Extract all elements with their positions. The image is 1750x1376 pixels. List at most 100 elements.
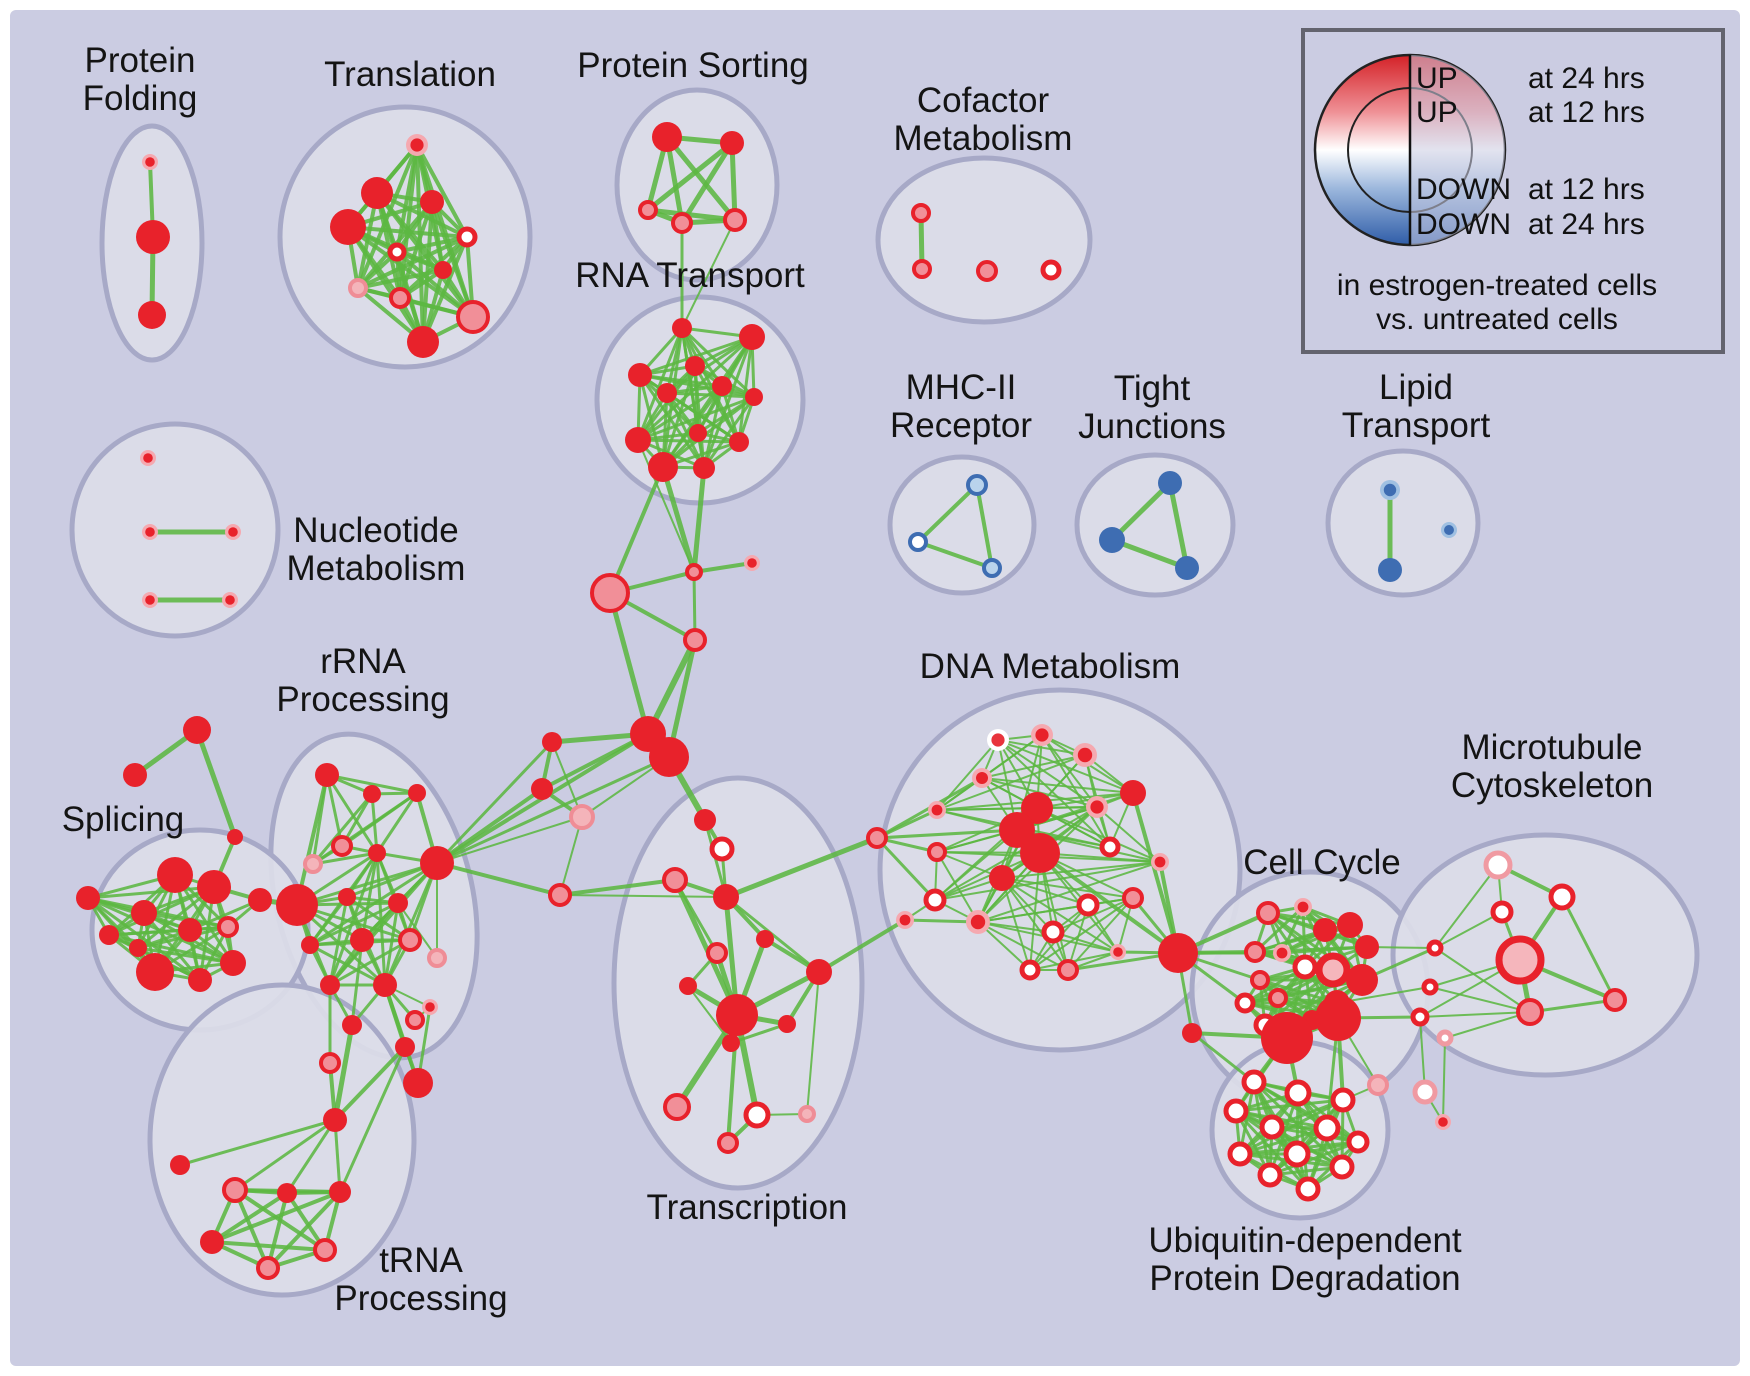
gene-node-r10 [388, 893, 408, 913]
gene-node-r13 [398, 928, 422, 952]
gene-node-x3 [709, 836, 735, 862]
edge-t3-t6 [285, 1118, 337, 1195]
gene-node-x5 [756, 930, 774, 948]
gene-node-cf1 [911, 203, 931, 223]
gene-node-u3 [1330, 1087, 1356, 1113]
edge-t3-t5 [233, 1118, 337, 1192]
cluster-label: Lipid Transport [1342, 368, 1491, 445]
gene-node-d20 [1041, 920, 1065, 944]
edge-sp6-sp11 [136, 946, 235, 965]
edge-r9-r13 [345, 895, 412, 942]
gene-node-rt9 [689, 424, 707, 442]
cluster-label: Cell Cycle [1243, 843, 1401, 882]
edge-x4-x6 [673, 878, 719, 955]
gene-node-m8 [1421, 978, 1439, 996]
edge-rt7-rt11 [661, 395, 756, 469]
edge-tl4-tl11 [346, 225, 425, 344]
gene-node-r8 [276, 884, 318, 926]
gene-node-cf2 [912, 259, 932, 279]
edge-L1-L3 [551, 741, 583, 818]
gene-node-r9 [338, 888, 356, 906]
gene-node-u8 [1227, 1141, 1253, 1167]
cluster-ellipse-lipid-transport [1325, 448, 1481, 598]
gene-node-d6 [928, 801, 946, 819]
edge-tl1-tl5 [415, 143, 469, 239]
gene-node-rt3 [628, 363, 652, 387]
gene-node-pf1 [142, 154, 158, 170]
gene-node-d13 [1151, 853, 1169, 871]
edge-r1-r8 [295, 773, 329, 907]
edge-rt1-rt7 [680, 326, 756, 399]
gene-node-d3 [1073, 743, 1097, 767]
gene-node-rt11 [648, 452, 678, 482]
gene-node-d23 [1057, 959, 1079, 981]
edge-d2-d12 [1041, 734, 1111, 848]
gene-node-x6 [706, 942, 728, 964]
gene-node-ps5 [723, 208, 747, 232]
edge-r13-r14 [328, 938, 412, 987]
edge-d23-d18 [1067, 897, 1134, 971]
gene-node-y6 [1244, 941, 1266, 963]
cluster-label: Protein Folding [83, 41, 198, 118]
edge-pc3-m10 [1442, 1037, 1446, 1123]
edge-rt11-c1 [660, 464, 697, 575]
gene-node-nm5 [222, 592, 238, 608]
gene-node-x10 [722, 1034, 740, 1052]
gene-node-rt7 [745, 388, 763, 406]
gene-node-t2 [395, 1037, 415, 1057]
gene-node-b1 [966, 474, 988, 496]
gene-node-rt8 [625, 427, 651, 453]
gene-node-rt4 [685, 356, 705, 376]
gene-node-pc3 [1435, 1114, 1451, 1130]
edge-j1-j2 [1109, 480, 1173, 543]
edge-r1-r3 [325, 773, 419, 795]
edge-tl5-tl11 [421, 235, 469, 344]
gene-node-u4 [1223, 1098, 1249, 1124]
legend: UP at 24 hrs UP at 12 hrs DOWN at 12 hrs DOWN a… [1301, 28, 1725, 354]
edge-ta-tc [194, 727, 238, 840]
gene-node-r14 [320, 975, 340, 995]
gene-node-nm2 [142, 524, 158, 540]
legend-caption-line-2: vs. untreated cells [1376, 303, 1618, 336]
edge-b2-b3 [916, 540, 994, 570]
gene-node-m9 [1410, 1007, 1430, 1027]
gene-node-y5 [1355, 935, 1379, 959]
gene-node-tl9 [389, 287, 411, 309]
gene-node-yb1 [1261, 1012, 1313, 1064]
edge-t3-t7 [333, 1118, 342, 1194]
edge-ps2-ps3 [645, 140, 735, 213]
legend-direction-2: DOWN [1416, 173, 1511, 206]
edge-c1-c2 [692, 561, 754, 574]
edge-y11-y15 [1258, 978, 1339, 1005]
edge-d8-d5 [1036, 792, 1134, 809]
gene-node-y3 [1313, 918, 1337, 942]
gene-node-x7 [679, 977, 697, 995]
gene-node-d25 [896, 911, 914, 929]
edge-d11-d22 [1001, 877, 1031, 971]
gene-node-y9 [1315, 952, 1351, 988]
gene-node-r11 [301, 936, 319, 954]
edge-dl-d9 [875, 828, 1019, 840]
edge-rt8-c1 [637, 439, 695, 573]
gene-node-c4 [683, 628, 707, 652]
gene-node-u2 [1284, 1079, 1312, 1107]
gene-node-d2 [1031, 724, 1053, 746]
edge-ps1-ps5 [664, 134, 738, 223]
gene-node-x11 [663, 1093, 691, 1121]
gene-node-t8 [200, 1230, 224, 1254]
edge-d3-d6 [936, 754, 1086, 811]
cluster-ellipse-mhc-ii-receptor [887, 454, 1037, 596]
edge-x7-x10 [687, 985, 732, 1044]
edge-ps2-ps4 [679, 140, 735, 226]
edge-t7-t8 [210, 1190, 342, 1244]
edge-m5-m6 [1528, 998, 1617, 1014]
edge-x13-x8 [806, 971, 820, 1115]
edge-r11-r15 [308, 943, 387, 987]
edge-sp4-sp10 [86, 896, 230, 929]
edge-f1-x2 [559, 894, 727, 898]
gene-node-r1 [315, 763, 339, 787]
edge-rt3-rt9 [638, 373, 700, 435]
edge-tl7-tl8 [356, 268, 445, 290]
gene-node-sp11 [220, 950, 246, 976]
edge-u6-u8 [1238, 1126, 1329, 1156]
